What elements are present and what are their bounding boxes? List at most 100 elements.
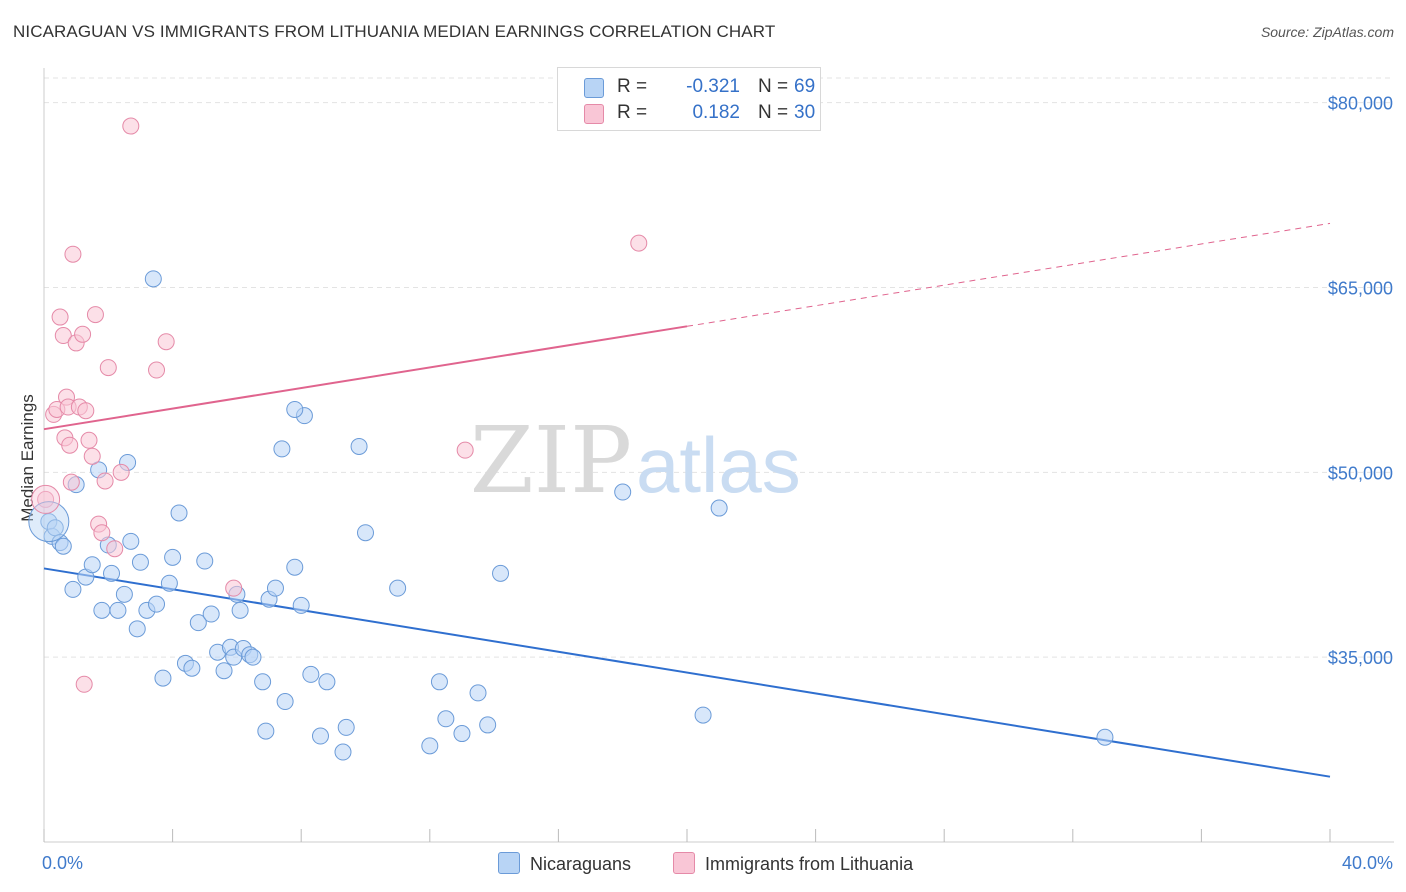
point-nicaraguans [479, 716, 497, 734]
point-nicaraguans [103, 564, 121, 582]
trend-line-lithuania-projection [686, 222, 1331, 327]
point-nicaraguans [453, 725, 471, 743]
axes [43, 68, 1394, 843]
trend-line-nicaraguans [43, 567, 1331, 778]
point-lithuania [148, 361, 166, 379]
legend-swatch-pink [673, 852, 695, 874]
point-nicaraguans [492, 564, 510, 582]
point-nicaraguans [357, 524, 374, 542]
watermark: ZIP atlas [470, 407, 801, 514]
point-nicaraguans [337, 718, 355, 736]
legend-item-nicaraguans[interactable]: Nicaraguans [498, 852, 631, 875]
point-nicaraguans [144, 270, 162, 288]
point-nicaraguans [389, 579, 407, 597]
point-nicaraguans [189, 614, 207, 632]
data-points [28, 117, 1114, 761]
point-lithuania [83, 447, 101, 465]
watermark-zip: ZIP [470, 407, 632, 514]
trend-lines [43, 222, 1331, 778]
y-tick-label: $80,000 [1328, 94, 1393, 114]
point-lithuania [77, 402, 95, 420]
tick-labels: $35,000 $50,000 $65,000 $80,000 0.0% 40.0% [42, 94, 1393, 873]
point-nicaraguans [694, 706, 712, 724]
point-lithuania [80, 431, 98, 449]
point-nicaraguans [183, 659, 201, 677]
legend-swatch-blue [584, 78, 604, 98]
point-nicaraguans [109, 601, 127, 619]
point-nicaraguans [148, 595, 166, 613]
point-lithuania [86, 306, 104, 324]
point-lithuania [61, 436, 79, 454]
point-nicaraguans [128, 620, 146, 638]
point-lithuania [630, 234, 648, 252]
point-nicaraguans [318, 673, 336, 691]
legend-item-lithuania[interactable]: Immigrants from Lithuania [673, 852, 913, 875]
point-nicaraguans [64, 580, 82, 598]
legend-swatch-blue [498, 852, 520, 874]
point-nicaraguans [350, 437, 368, 455]
r-value: -0.321 [686, 76, 740, 97]
point-nicaraguans [469, 684, 487, 702]
point-nicaraguans [131, 553, 149, 571]
point-nicaraguans [215, 662, 233, 680]
legend-swatch-pink [584, 104, 604, 124]
point-nicaraguans [122, 532, 140, 550]
point-lithuania [157, 333, 175, 351]
point-lithuania [225, 579, 243, 597]
point-lithuania [96, 472, 114, 490]
point-nicaraguans [196, 552, 214, 570]
point-nicaraguans [54, 537, 72, 555]
point-nicaraguans [231, 601, 249, 619]
point-lithuania [75, 675, 93, 693]
point-nicaraguans [710, 499, 728, 517]
point-nicaraguans [154, 669, 172, 687]
point-nicaraguans [286, 558, 304, 576]
chart-title: NICARAGUAN VS IMMIGRANTS FROM LITHUANIA … [13, 22, 776, 41]
point-nicaraguans [1096, 728, 1114, 746]
y-tick-label: $65,000 [1328, 278, 1393, 298]
point-nicaraguans [244, 648, 262, 666]
point-nicaraguans [93, 601, 111, 619]
trend-line-lithuania [43, 325, 688, 431]
point-lithuania [74, 325, 92, 343]
point-lithuania [54, 327, 72, 345]
source-label: Source: ZipAtlas.com [1260, 24, 1394, 40]
point-nicaraguans [257, 722, 275, 740]
grid-lines [44, 77, 1394, 658]
y-tick-label: $50,000 [1328, 463, 1393, 483]
point-nicaraguans [164, 548, 182, 566]
point-nicaraguans [202, 605, 220, 623]
point-lithuania [62, 473, 80, 491]
point-nicaraguans [614, 483, 632, 501]
point-nicaraguans [292, 596, 310, 614]
point-nicaraguans [286, 400, 304, 418]
point-lithuania [64, 245, 82, 263]
r-value: 0.182 [692, 102, 740, 123]
y-tick-label: $35,000 [1328, 648, 1393, 668]
n-value: 30 [794, 102, 816, 123]
point-nicaraguans [437, 710, 455, 728]
point-nicaraguans [273, 440, 291, 458]
x-tick-label-min: 0.0% [42, 853, 83, 873]
point-lithuania [31, 484, 61, 514]
point-lithuania [51, 308, 69, 326]
point-lithuania [106, 540, 124, 558]
point-nicaraguans [115, 585, 133, 603]
point-nicaraguans [266, 579, 284, 597]
point-lithuania [99, 359, 117, 377]
point-nicaraguans [430, 673, 448, 691]
point-nicaraguans [170, 504, 188, 522]
n-label: N = [758, 76, 789, 97]
point-nicaraguans [83, 556, 101, 574]
point-nicaraguans [160, 574, 178, 592]
watermark-atlas: atlas [636, 421, 801, 509]
correlation-legend: R = -0.321 N = 69 R = 0.182 N = 30 [557, 67, 821, 131]
point-lithuania [37, 490, 55, 508]
point-nicaraguans [334, 743, 352, 761]
point-lithuania [456, 441, 474, 459]
r-label: R = [617, 102, 648, 123]
point-lithuania [122, 117, 140, 135]
legend-label: Nicaraguans [530, 854, 632, 874]
point-nicaraguans [254, 673, 272, 691]
